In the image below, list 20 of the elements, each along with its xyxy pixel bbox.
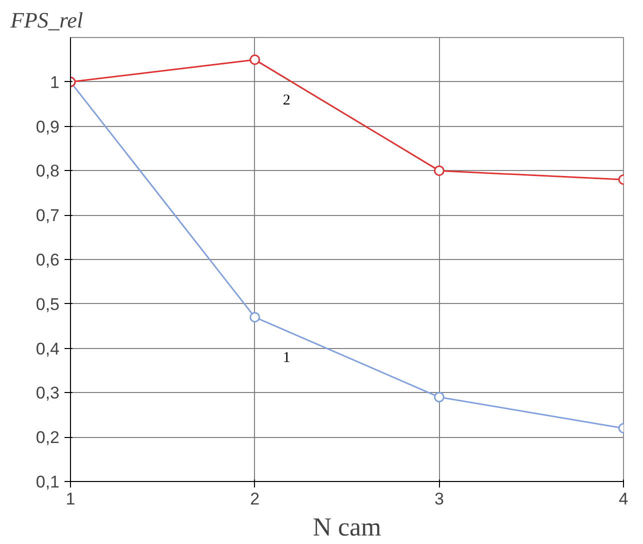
y-tick-label: 1 <box>50 72 60 92</box>
y-tick-label: 0,1 <box>36 472 60 492</box>
y-tick-label: 0,4 <box>36 339 60 358</box>
y-axis-title: FPS_rel <box>10 8 83 32</box>
y-tick-label: 0,7 <box>36 206 60 226</box>
y-tick-label: 0,9 <box>36 117 60 136</box>
y-tick-label: 0,5 <box>36 294 60 314</box>
x-tick-label: 3 <box>434 490 444 508</box>
y-tick-label: 0,8 <box>36 162 60 181</box>
point <box>250 54 260 65</box>
y-tick-label: 0,6 <box>36 250 60 270</box>
y-tick-label: 0,2 <box>36 428 60 448</box>
series-label: 2 <box>282 92 290 109</box>
x-tick-label: 2 <box>250 490 260 508</box>
x-tick-label: 1 <box>66 490 76 508</box>
y-tick-label: 0,3 <box>36 384 60 403</box>
x-axis-title: N cam <box>312 512 382 542</box>
x-tick-label: 4 <box>618 490 628 508</box>
point <box>434 165 444 176</box>
series-label: 1 <box>282 350 290 366</box>
